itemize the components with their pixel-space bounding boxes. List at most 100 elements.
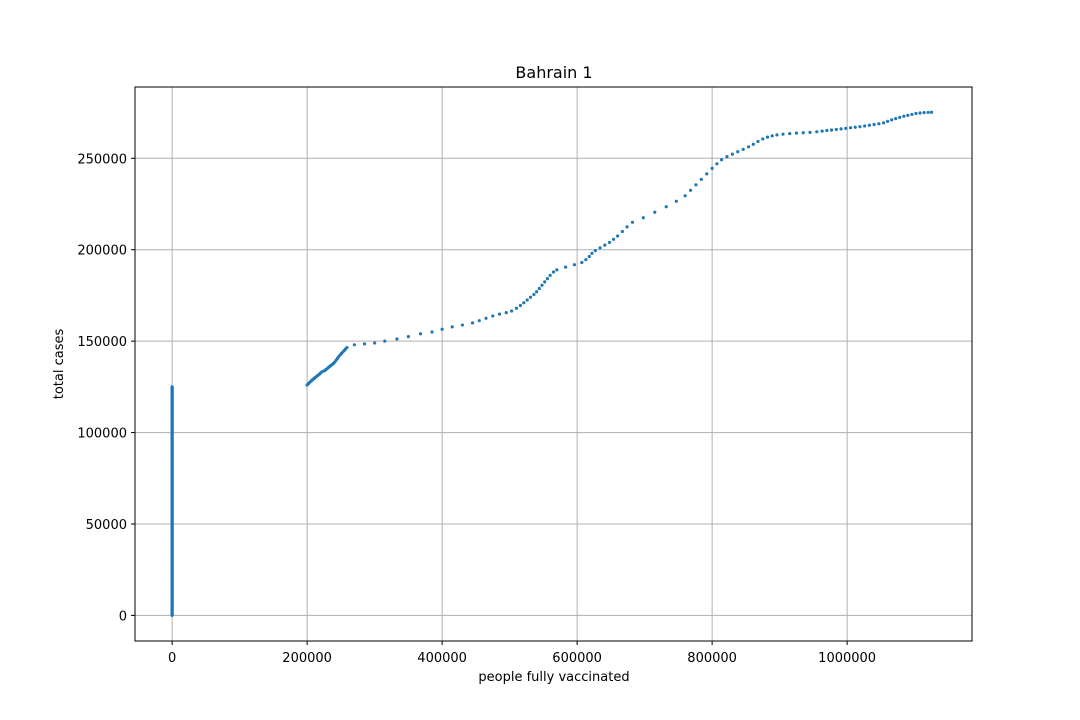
data-point xyxy=(834,127,838,132)
data-point xyxy=(345,345,349,350)
data-point xyxy=(470,321,475,325)
data-point xyxy=(756,139,760,144)
y-tick-label: 250000 xyxy=(77,152,127,167)
data-point xyxy=(590,251,594,255)
data-point xyxy=(616,234,620,238)
data-point xyxy=(898,115,902,119)
x-tick-label: 600000 xyxy=(552,651,602,666)
data-point xyxy=(418,332,423,336)
data-point xyxy=(540,283,544,287)
y-tick-label: 200000 xyxy=(77,244,127,259)
data-point xyxy=(580,260,584,265)
data-points xyxy=(170,110,934,618)
data-point xyxy=(683,194,687,198)
data-point xyxy=(630,220,635,224)
data-point xyxy=(839,127,843,131)
data-point xyxy=(491,314,495,318)
data-point xyxy=(710,166,714,170)
data-point xyxy=(848,126,853,130)
data-point xyxy=(741,147,745,151)
data-point xyxy=(572,263,577,267)
data-point xyxy=(440,327,444,331)
data-point xyxy=(543,280,547,284)
y-tick-label: 150000 xyxy=(77,335,127,350)
data-point xyxy=(853,125,857,129)
y-tick-label: 50000 xyxy=(86,518,127,533)
data-point xyxy=(730,152,734,156)
data-point xyxy=(825,128,829,133)
data-point xyxy=(497,312,502,316)
axis-ticks: 0 200000 400000 600000 800000 1000000 0 50000 10… xyxy=(77,152,876,666)
x-tick-label: 800000 xyxy=(687,651,737,666)
x-tick-label: 400000 xyxy=(417,651,467,666)
data-point xyxy=(674,199,678,203)
x-tick-label: 200000 xyxy=(282,651,332,666)
data-point xyxy=(725,155,729,159)
data-point xyxy=(705,172,709,176)
y-tick-label: 100000 xyxy=(77,427,127,442)
data-point xyxy=(395,337,399,341)
data-point xyxy=(894,117,898,121)
data-point xyxy=(620,229,624,234)
data-point xyxy=(528,295,533,299)
data-point xyxy=(555,268,559,272)
data-point xyxy=(532,292,536,297)
data-point xyxy=(551,270,556,274)
data-point xyxy=(362,342,367,346)
data-point xyxy=(484,316,488,320)
data-point xyxy=(715,162,719,166)
plot-area-frame xyxy=(134,86,973,642)
data-point xyxy=(514,306,518,310)
data-point xyxy=(522,301,526,305)
data-point xyxy=(510,309,514,313)
data-point xyxy=(504,311,508,315)
data-point xyxy=(808,130,812,134)
data-point xyxy=(525,298,529,302)
data-point xyxy=(830,128,834,132)
data-point xyxy=(699,177,703,181)
data-point xyxy=(770,134,774,138)
x-tick-label: 1000000 xyxy=(818,651,876,666)
data-point xyxy=(918,111,922,115)
data-point xyxy=(603,243,607,247)
data-point xyxy=(761,137,765,141)
data-point xyxy=(641,216,645,220)
data-point xyxy=(584,257,588,262)
data-point xyxy=(352,343,356,347)
data-point xyxy=(867,123,872,127)
data-point xyxy=(877,122,881,126)
data-point xyxy=(518,303,523,308)
data-point xyxy=(736,150,740,154)
data-point xyxy=(598,246,602,250)
data-point xyxy=(611,237,616,241)
data-point xyxy=(450,325,454,329)
data-point xyxy=(477,319,481,323)
data-point xyxy=(801,131,805,135)
data-point xyxy=(383,339,387,343)
x-tick-label: 0 xyxy=(168,651,176,666)
data-point xyxy=(910,112,914,117)
chart-title: Bahrain 1 xyxy=(515,63,592,82)
data-point xyxy=(775,133,779,137)
data-point xyxy=(653,210,657,214)
data-point xyxy=(922,110,926,115)
data-point xyxy=(881,121,886,125)
data-point xyxy=(906,113,910,117)
data-point xyxy=(751,142,755,146)
data-point xyxy=(430,330,434,334)
data-point xyxy=(820,129,824,133)
data-point xyxy=(545,277,550,281)
data-point xyxy=(886,119,890,123)
y-tick-label: 0 xyxy=(119,609,127,624)
data-point xyxy=(460,323,464,327)
data-point xyxy=(926,110,930,115)
data-point xyxy=(564,265,568,269)
data-point xyxy=(688,188,693,192)
data-point xyxy=(694,183,698,187)
data-point xyxy=(664,205,668,209)
grid-lines xyxy=(135,87,972,641)
data-point xyxy=(890,118,894,122)
data-point xyxy=(914,111,918,116)
data-point xyxy=(788,132,792,136)
